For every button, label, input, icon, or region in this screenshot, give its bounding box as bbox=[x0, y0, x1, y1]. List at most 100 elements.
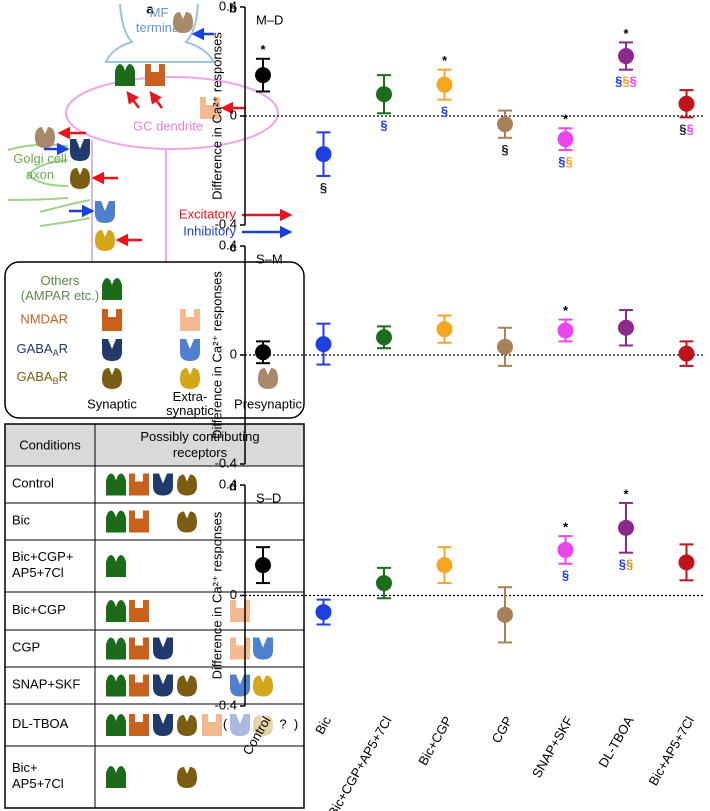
excitatory-arrow bbox=[126, 90, 141, 109]
chart-title: M–D bbox=[256, 12, 283, 27]
data-point bbox=[315, 604, 332, 621]
data-point bbox=[315, 336, 332, 353]
label-line: Bic+ bbox=[12, 760, 38, 775]
data-point bbox=[497, 606, 513, 623]
section-mark: § bbox=[558, 155, 565, 170]
legend-column-label: Extra-synaptic bbox=[166, 389, 214, 418]
data-point bbox=[618, 519, 634, 536]
data-point bbox=[376, 329, 392, 346]
section-mark: § bbox=[687, 122, 694, 137]
y-tick-label: -0.4 bbox=[215, 216, 237, 231]
panel-label: c bbox=[229, 239, 236, 254]
panel-label: b bbox=[229, 0, 237, 15]
data-point bbox=[618, 319, 634, 336]
y-axis-label: Difference in Ca²⁺ responses bbox=[209, 271, 224, 439]
section-marks: § bbox=[380, 118, 387, 133]
data-point bbox=[315, 146, 332, 163]
row-note: ( bbox=[223, 716, 228, 731]
data-point bbox=[376, 86, 392, 103]
charts: b M–D Difference in Ca²⁺ responses -0.4 0 0.4… bbox=[209, 0, 705, 811]
significance-star: * bbox=[623, 26, 629, 41]
table-header-background bbox=[5, 424, 304, 466]
section-mark: § bbox=[320, 180, 327, 195]
data-point bbox=[678, 345, 695, 362]
panel-label: d bbox=[229, 478, 237, 493]
data-point bbox=[255, 67, 271, 84]
row-note: ? bbox=[279, 716, 286, 731]
y-tick-label: -0.4 bbox=[215, 455, 237, 470]
section-mark: § bbox=[679, 122, 686, 137]
y-tick-label: 0 bbox=[230, 587, 237, 602]
y-tick-label: 0 bbox=[230, 346, 237, 361]
label-line: AP5+7Cl bbox=[12, 565, 64, 580]
label-line: AP5+7Cl bbox=[12, 776, 64, 791]
significance-star: * bbox=[623, 486, 629, 501]
section-mark: § bbox=[566, 155, 573, 170]
section-mark: § bbox=[619, 557, 626, 572]
golgi-axon-outline bbox=[7, 143, 91, 227]
condition-label: Bic+ AP5+7Cl bbox=[12, 760, 64, 791]
section-mark: § bbox=[380, 118, 387, 133]
data-point bbox=[436, 557, 453, 574]
section-mark: § bbox=[630, 74, 637, 89]
condition-label: Bic bbox=[12, 513, 31, 528]
label-line: Control bbox=[12, 476, 54, 491]
section-mark: § bbox=[626, 557, 633, 572]
label-line: terminal bbox=[136, 20, 182, 35]
significance-star: * bbox=[260, 42, 266, 57]
label-line: Possibly contributing bbox=[140, 429, 259, 444]
condition-label: Bic+CGP+ AP5+7Cl bbox=[12, 549, 73, 580]
y-axis-label: Difference in Ca²⁺ responses bbox=[209, 511, 224, 679]
significance-star: * bbox=[563, 303, 569, 318]
data-point bbox=[436, 76, 453, 93]
golgi-axon-label: Golgi cell axon bbox=[13, 151, 67, 182]
data-point bbox=[678, 554, 695, 571]
row-note: ) bbox=[294, 716, 298, 731]
y-tick-label: 0.4 bbox=[219, 237, 237, 252]
section-marks: §§ bbox=[679, 122, 693, 137]
label-line: SNAP+SKF bbox=[12, 677, 80, 692]
table-header: Possibly contributing receptors bbox=[140, 429, 259, 460]
data-point bbox=[255, 557, 271, 574]
legend-label: NMDAR bbox=[20, 311, 68, 326]
section-marks: § bbox=[501, 142, 508, 157]
condition-label: SNAP+SKF bbox=[12, 677, 80, 692]
section-mark: § bbox=[441, 104, 448, 119]
section-mark: § bbox=[622, 74, 629, 89]
legend-column-label: Presynaptic bbox=[234, 396, 302, 411]
label-part: GABA bbox=[16, 341, 52, 356]
significance-star: * bbox=[563, 112, 569, 127]
label-line: Others bbox=[40, 273, 80, 288]
chart-title: S–M bbox=[256, 251, 283, 266]
label-line: Bic bbox=[12, 513, 31, 528]
section-marks: §§ bbox=[558, 155, 572, 170]
legend-label: GABABR bbox=[16, 369, 68, 386]
gc-dendrite-outline bbox=[65, 76, 279, 150]
table-frame bbox=[4, 423, 305, 809]
legend-box bbox=[4, 261, 305, 419]
legend-label: GABAAR bbox=[16, 341, 68, 358]
y-tick-label: 0 bbox=[230, 107, 237, 122]
table-header: Conditions bbox=[19, 437, 81, 452]
excitatory-arrow bbox=[149, 90, 164, 109]
section-marks: § bbox=[441, 104, 448, 119]
condition-label: Bic+CGP bbox=[12, 602, 66, 617]
label-line: Golgi cell bbox=[13, 151, 67, 166]
label-line: Extra- bbox=[173, 389, 208, 404]
label-line: (AMPAR etc.) bbox=[21, 288, 100, 303]
label-line: MF bbox=[150, 5, 169, 20]
significance-star: * bbox=[563, 520, 569, 535]
label-part: GABA bbox=[16, 369, 52, 384]
inhibitory-label: Inhibitory bbox=[183, 223, 236, 238]
excitatory-label: Excitatory bbox=[179, 206, 237, 221]
label-part: R bbox=[59, 369, 68, 384]
section-marks: §§§ bbox=[615, 74, 637, 89]
data-point bbox=[497, 338, 513, 355]
label-line: synaptic bbox=[166, 403, 214, 418]
panel-label: a bbox=[146, 1, 154, 16]
y-tick-label: -0.4 bbox=[215, 697, 237, 712]
label-line: Bic+CGP+ bbox=[12, 549, 73, 564]
